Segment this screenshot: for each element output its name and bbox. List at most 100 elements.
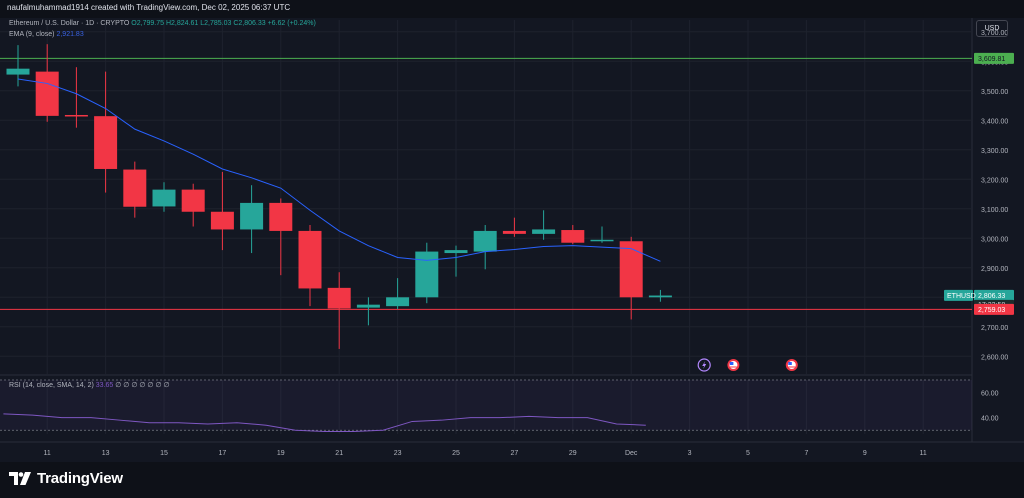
time-tick-label: 13 — [102, 450, 110, 457]
candle — [181, 183, 205, 227]
top-bar: naufalmuhammad1914 created with TradingV… — [0, 0, 1024, 18]
candle — [415, 242, 439, 304]
price-tick-label: 2,700.00 — [981, 325, 1008, 332]
candle-body — [619, 241, 643, 298]
ema-series — [17, 78, 661, 262]
lightning-icon[interactable] — [697, 358, 711, 372]
candle — [561, 225, 585, 245]
time-tick-label: 19 — [277, 450, 285, 457]
candle-body — [444, 250, 468, 254]
price-tick-label: 3,000.00 — [981, 236, 1008, 243]
symbol-legend: Ethereum / U.S. Dollar · 1D · CRYPTO O2,… — [9, 20, 316, 27]
candle — [240, 185, 264, 254]
support-badge: 2,759.03 — [974, 303, 1014, 315]
tradingview-logo-text: TradingView — [37, 470, 123, 487]
candle — [619, 236, 643, 320]
rsi-label: RSI (14, close, SMA, 14, 2) — [9, 382, 94, 389]
rsi-extra: ∅ ∅ ∅ ∅ ∅ ∅ ∅ — [115, 382, 170, 389]
ohlc-open: O2,799.75 — [131, 20, 164, 27]
time-tick-label: 11 — [44, 450, 51, 457]
rsi-legend[interactable]: RSI (14, close, SMA, 14, 2) 33.65 ∅ ∅ ∅ … — [9, 381, 170, 389]
tradingview-logo-icon — [9, 472, 31, 485]
candle-body — [590, 239, 614, 242]
ohlc-high: H2,824.61 — [165, 20, 199, 27]
event-markers — [697, 358, 798, 372]
candle-body — [152, 189, 176, 207]
ema-legend[interactable]: EMA (9, close) 2,921.83 — [9, 31, 84, 38]
candle-body — [648, 295, 672, 298]
time-tick-label: 7 — [804, 450, 808, 457]
symbol-title: Ethereum / U.S. Dollar · 1D · CRYPTO — [9, 20, 130, 27]
ema-label: EMA (9, close) — [9, 31, 55, 38]
resistance-badge-text: 3,609.81 — [978, 56, 1005, 63]
candles — [6, 44, 672, 349]
time-tick-label: 3 — [688, 450, 692, 457]
time-tick-label: 21 — [335, 450, 343, 457]
price-tick-label: 3,300.00 — [981, 148, 1008, 155]
last-price-badge-text: 2,806.33 — [978, 293, 1005, 300]
candle — [123, 161, 147, 218]
candle — [94, 71, 118, 193]
ohlc-close: C2,806.33 — [233, 20, 266, 27]
candle-body — [210, 211, 234, 230]
candle — [64, 67, 88, 128]
horizontal-levels — [0, 57, 972, 310]
time-tick-label: 9 — [863, 450, 867, 457]
candle-body — [298, 230, 322, 289]
time-tick-label: 5 — [746, 450, 750, 457]
time-tick-label: 11 — [920, 450, 927, 457]
grid-lines — [0, 18, 1024, 443]
time-tick-label: Dec — [625, 450, 638, 457]
price-tick-label: 3,700.00 — [981, 30, 1008, 37]
candle — [356, 297, 380, 326]
rsi-value: 33.65 — [95, 382, 114, 389]
last-price-badge-bg — [974, 289, 1014, 301]
ema-line — [17, 78, 661, 262]
chart-canvas[interactable]: 3,700.003,600.003,500.003,400.003,300.00… — [0, 0, 1024, 462]
candle — [590, 226, 614, 243]
ohlc-change: +6.62 (+0.24%) — [267, 20, 316, 27]
candle-body — [415, 251, 439, 298]
candle-body — [356, 304, 380, 308]
resistance-badge-bg — [974, 52, 1014, 64]
price-tick-label: 3,100.00 — [981, 207, 1008, 214]
price-tick-label: 2,900.00 — [981, 266, 1008, 273]
candle — [298, 225, 322, 307]
candle-body — [532, 229, 556, 234]
candle — [269, 198, 293, 276]
us-flag-icon[interactable] — [785, 359, 798, 371]
candle — [152, 182, 176, 212]
candle — [327, 272, 351, 349]
rsi-panel — [0, 379, 972, 432]
support-badge-text: 2,759.03 — [978, 307, 1005, 314]
ohlc-low: L2,785.03 — [200, 20, 232, 27]
rsi-band — [0, 380, 972, 431]
candle-body — [35, 71, 59, 116]
ema-value: 2,921.83 — [56, 31, 84, 38]
tradingview-logo[interactable]: TradingView — [9, 470, 123, 487]
rsi-tick-label: 60.00 — [981, 391, 999, 398]
time-tick-label: 25 — [452, 450, 460, 457]
footer-bar — [0, 462, 1024, 498]
us-flag-icon-canton — [729, 362, 734, 365]
us-flag-icon-canton — [788, 362, 792, 365]
candle-body — [269, 202, 293, 231]
candle-body — [181, 189, 205, 212]
price-tick-label: 2,600.00 — [981, 354, 1008, 361]
rsi-series — [3, 413, 646, 432]
candle — [386, 278, 410, 310]
time-tick-label: 27 — [511, 450, 519, 457]
symbol-badge-bg — [944, 289, 973, 301]
lightning-icon-bolt — [702, 361, 707, 369]
us-flag-icon[interactable] — [727, 359, 740, 371]
candle-body — [64, 114, 88, 117]
time-axis: 11 13 15 17 19 21 23 25 27 29 Dec 3 5 7 9 11 — [44, 450, 927, 457]
candle-body — [561, 230, 585, 243]
currency-button[interactable]: USD — [976, 20, 1008, 37]
candle — [444, 245, 468, 277]
candle-body — [386, 297, 410, 307]
candle — [648, 289, 672, 302]
candle-body — [240, 202, 264, 230]
candle-body — [6, 68, 30, 75]
